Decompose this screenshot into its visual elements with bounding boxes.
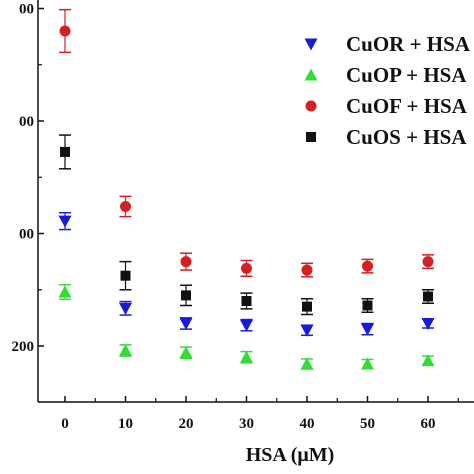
x-axis-title: HSA (μM) bbox=[246, 444, 335, 466]
data-point bbox=[300, 324, 314, 337]
legend-label: CuOP + HSA bbox=[346, 63, 467, 87]
x-tick-label: 30 bbox=[239, 416, 254, 432]
y-tick-label: 00 bbox=[19, 114, 34, 130]
y-axis: 00 00 00 200 bbox=[12, 0, 44, 402]
legend-item: CuOF + HSA bbox=[305, 94, 468, 118]
data-point bbox=[421, 354, 435, 367]
legend-label: CuOR + HSA bbox=[346, 32, 471, 56]
data-point bbox=[422, 256, 434, 268]
y-tick-label: 00 bbox=[19, 2, 34, 18]
series-group bbox=[58, 211, 435, 337]
data-point bbox=[241, 262, 252, 274]
data-point bbox=[59, 25, 71, 37]
plot-area bbox=[58, 8, 435, 370]
data-point bbox=[301, 264, 313, 276]
legend-label: CuOS + HSA bbox=[346, 125, 467, 149]
legend-item: CuOR + HSA bbox=[304, 32, 471, 56]
data-point bbox=[179, 346, 193, 359]
data-point bbox=[181, 290, 191, 301]
x-tick-label: 50 bbox=[360, 416, 375, 432]
data-point bbox=[423, 291, 433, 302]
data-point bbox=[180, 256, 192, 268]
x-tick-label: 40 bbox=[300, 416, 315, 432]
data-point bbox=[241, 296, 252, 306]
x-tick-label: 20 bbox=[179, 416, 194, 432]
legend-item: CuOP + HSA bbox=[304, 63, 467, 87]
legend-label: CuOF + HSA bbox=[346, 94, 468, 118]
series-group bbox=[58, 283, 435, 370]
data-point bbox=[240, 319, 253, 332]
series-group bbox=[59, 8, 434, 278]
data-point bbox=[362, 260, 373, 272]
data-point bbox=[119, 344, 132, 356]
legend-item: CuOS + HSA bbox=[306, 125, 467, 149]
y-tick-label: 200 bbox=[12, 339, 35, 355]
series-group bbox=[59, 134, 434, 316]
x-tick-label: 10 bbox=[118, 416, 133, 432]
data-point bbox=[120, 201, 131, 212]
legend: CuOR + HSA CuOP + HSA CuOF + HSA CuOS + HSA bbox=[304, 32, 471, 149]
data-point bbox=[58, 285, 72, 298]
y-tick-label: 00 bbox=[19, 227, 34, 243]
data-point bbox=[302, 301, 312, 312]
data-point bbox=[58, 215, 72, 228]
legend-marker bbox=[305, 100, 317, 112]
data-point bbox=[120, 270, 131, 281]
x-tick-label: 60 bbox=[421, 416, 436, 432]
x-ticks: 0 10 20 30 40 50 60 bbox=[61, 396, 459, 432]
x-tick-label: 0 bbox=[61, 416, 69, 432]
legend-marker bbox=[306, 132, 316, 142]
data-point bbox=[300, 357, 314, 370]
data-point bbox=[240, 350, 253, 363]
data-point bbox=[179, 318, 193, 330]
data-point bbox=[361, 323, 374, 336]
data-point bbox=[119, 302, 132, 315]
legend-marker bbox=[304, 68, 318, 81]
data-point bbox=[362, 300, 373, 311]
data-point bbox=[60, 146, 70, 157]
y-ticks: 00 00 00 200 bbox=[12, 2, 44, 355]
x-axis: 0 10 20 30 40 50 60 HSA (μM) bbox=[38, 396, 474, 466]
legend-marker bbox=[304, 38, 318, 51]
data-point bbox=[361, 357, 374, 370]
data-point bbox=[421, 318, 435, 330]
